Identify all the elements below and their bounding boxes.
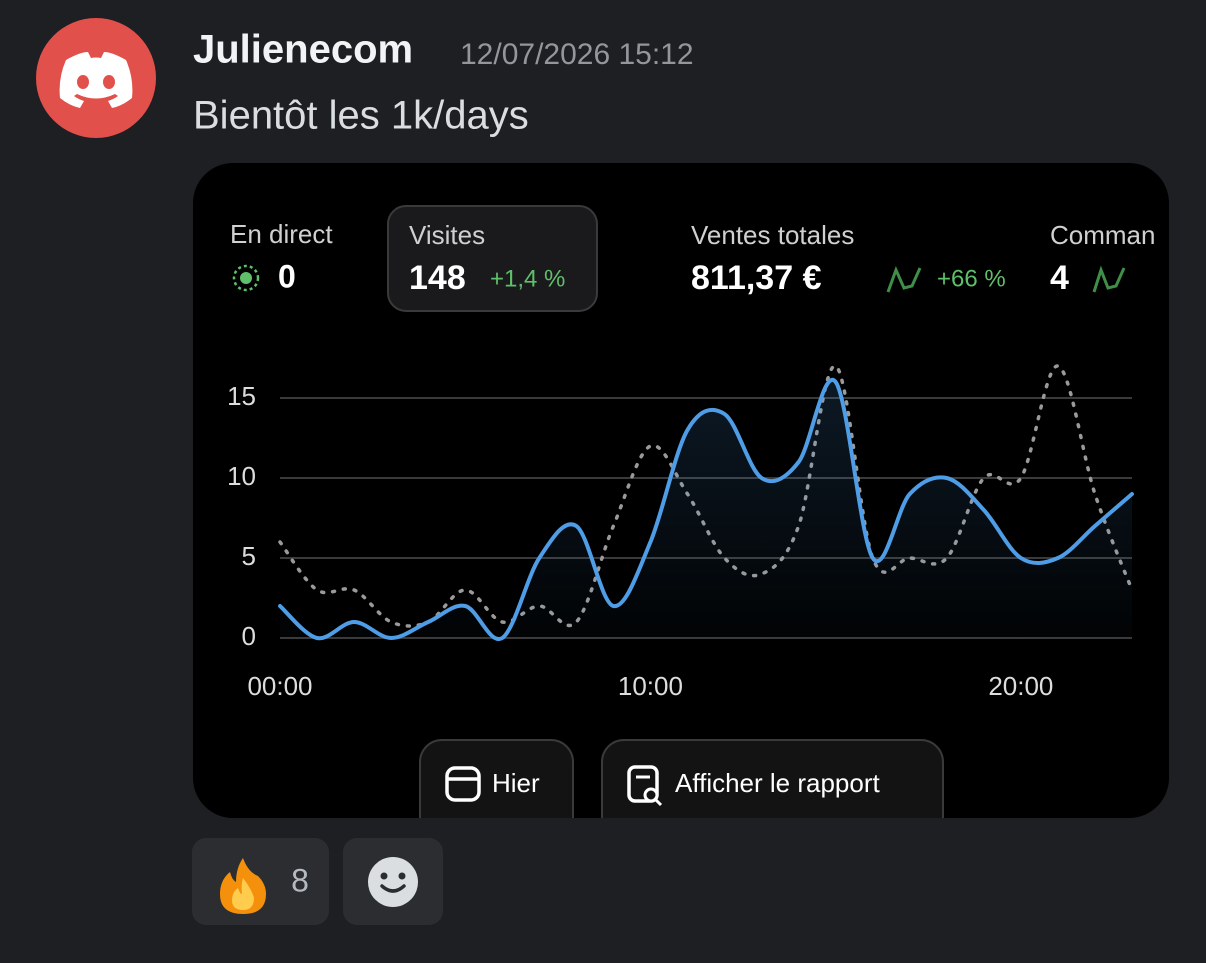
avatar[interactable] bbox=[36, 18, 156, 138]
sparkline-icon bbox=[886, 265, 922, 293]
stat-label: En direct bbox=[230, 219, 333, 249]
button-label: Hier bbox=[492, 768, 540, 798]
area bbox=[280, 379, 1132, 640]
y-tick-label: 10 bbox=[227, 461, 256, 491]
live-icon bbox=[232, 264, 260, 292]
button-label: Afficher le rapport bbox=[675, 768, 881, 798]
stat-selected[interactable] bbox=[387, 205, 598, 312]
x-tick-label: 00:00 bbox=[247, 671, 312, 701]
x-tick-label: 10:00 bbox=[618, 671, 683, 701]
message-text: Bientôt les 1k/days bbox=[193, 94, 529, 138]
reaction-count: 8 bbox=[291, 862, 309, 898]
stat-change: +66 % bbox=[937, 265, 1006, 292]
stat-value: 0 bbox=[278, 258, 296, 294]
series-line bbox=[278, 364, 1134, 628]
image-card: En direct 0 Visites 148 +1,4 % Ventes to… bbox=[193, 163, 1169, 840]
y-tick-label: 15 bbox=[227, 381, 256, 411]
y-tick-label: 0 bbox=[242, 621, 256, 651]
button[interactable]: Afficher le rapport bbox=[601, 739, 944, 840]
chart: 0 5 10 15 00:00 10:00 20:00 bbox=[227, 364, 1134, 701]
series-line bbox=[278, 377, 1134, 642]
stat-value: 148 bbox=[409, 259, 466, 297]
timestamp: 12/07/2026 15:12 bbox=[460, 38, 694, 71]
y-tick-label: 5 bbox=[242, 541, 256, 571]
reaction[interactable]: 8 bbox=[192, 838, 329, 925]
add-reaction[interactable] bbox=[343, 838, 443, 925]
stat-change: +1,4 % bbox=[490, 265, 565, 292]
button[interactable]: Hier bbox=[419, 739, 574, 840]
x-tick-label: 20:00 bbox=[988, 671, 1053, 701]
stat-value: 811,37 € bbox=[691, 259, 822, 297]
author[interactable]: Julienecom bbox=[193, 28, 413, 72]
stat-label: Visites bbox=[409, 220, 485, 250]
stat-label: Ventes totales bbox=[691, 220, 854, 250]
fire-emoji bbox=[220, 858, 266, 914]
sparkline-icon bbox=[1092, 265, 1126, 293]
stat-value: 4 bbox=[1050, 259, 1069, 297]
stat-label: Comman bbox=[1050, 220, 1155, 250]
